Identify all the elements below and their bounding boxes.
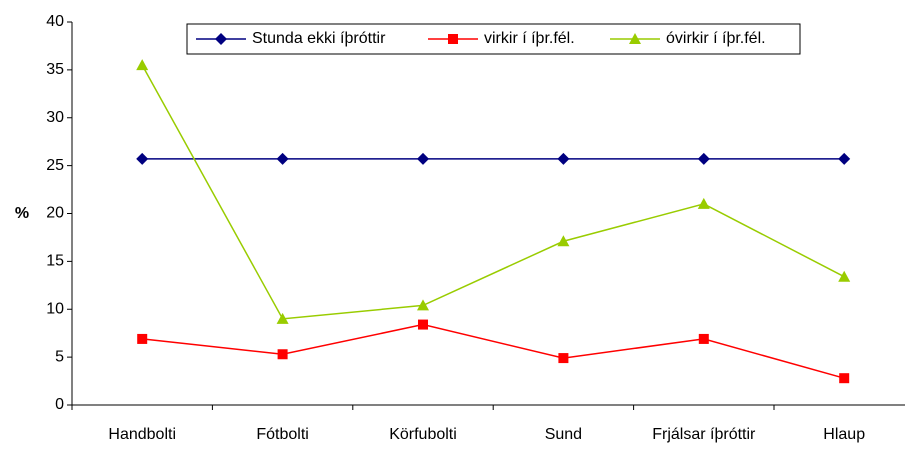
x-tick-label: Körfubolti [389,426,457,443]
y-tick-label: 20 [46,205,64,222]
y-tick-label: 30 [46,109,64,126]
marker [558,353,569,364]
y-axis-label: % [15,205,29,222]
y-tick-label: 5 [55,348,64,365]
marker [417,299,429,311]
legend-box [186,23,801,55]
y-tick-label: 25 [46,157,64,174]
y-tick-label: 40 [46,13,64,30]
y-tick-label: 10 [46,300,64,317]
marker [215,33,227,45]
x-tick-label: Frjálsar íþróttir [652,426,756,443]
marker [838,152,851,165]
marker [276,312,289,324]
x-tick-label: Fótbolti [256,426,308,443]
marker [629,33,641,44]
marker [417,152,429,165]
marker [136,152,149,165]
marker [557,235,570,247]
x-tick-label: Sund [545,426,582,443]
y-tick-label: 0 [55,396,64,413]
x-tick-label: Handbolti [108,426,176,443]
marker [418,319,428,330]
marker [137,333,148,344]
y-tick-label: 15 [46,253,64,270]
marker [448,34,458,44]
legend-label: óvirkir í íþr.fél. [666,30,766,47]
y-tick-label: 35 [46,61,64,78]
legend-label: Stunda ekki íþróttir [252,30,386,47]
marker [277,349,288,360]
marker [557,152,570,165]
series-line [141,64,845,320]
marker [839,373,850,384]
marker [698,333,709,344]
x-tick-label: Hlaup [823,426,865,443]
legend-label: virkir í íþr.fél. [484,30,575,47]
marker [697,197,710,209]
marker [136,59,149,71]
marker [838,270,851,282]
series-line [142,323,845,379]
marker [276,152,289,165]
marker [697,152,710,165]
